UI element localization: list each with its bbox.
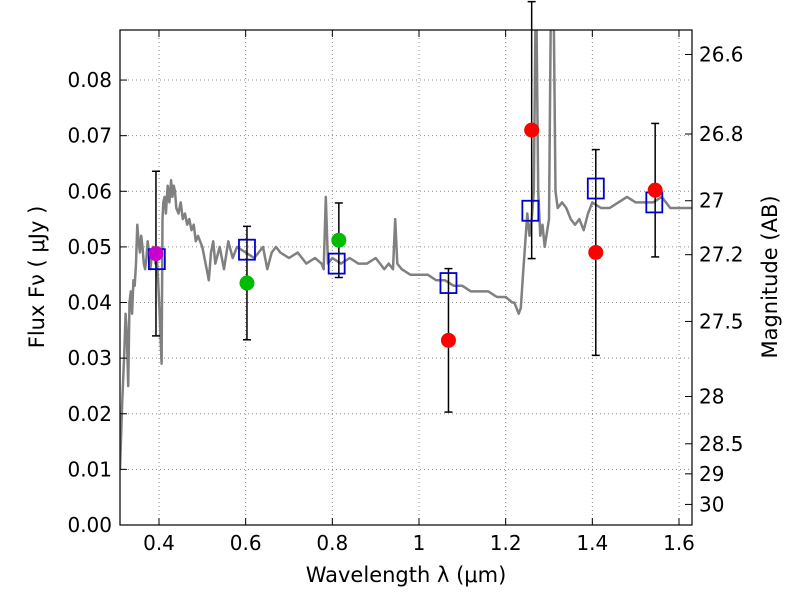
- y-tick-label: 0.06: [67, 179, 112, 203]
- y-tick-label: 0.00: [67, 513, 112, 537]
- observed-point: [524, 122, 540, 138]
- y-axis-label: Flux Fν ( μJy ): [25, 206, 49, 349]
- right-tick-label: 29: [699, 462, 724, 486]
- right-tick-label: 26.6: [699, 42, 744, 66]
- observed-point: [148, 246, 164, 262]
- x-tick-label: 1.6: [663, 531, 695, 555]
- model-point-box: [238, 238, 256, 261]
- model-point-box: [586, 177, 605, 200]
- observed-point: [588, 244, 604, 260]
- observed-point: [331, 232, 347, 248]
- observed-series: [148, 122, 663, 348]
- y-tick-labels: 0.00 0.01 0.02 0.03 0.04 0.05 0.06 0.07 0.08: [67, 68, 112, 537]
- x-tick-label: 1.4: [576, 531, 608, 555]
- model-point-box: [327, 252, 346, 275]
- x-tick-labels: 0.4 0.6 0.8 1 1.2 1.4 1.6: [143, 531, 695, 555]
- x-tick-label: 0.8: [316, 531, 348, 555]
- plot-frame: [119, 29, 693, 526]
- right-tick-labels: 26.6 26.8 27 27.2 27.5 28 28.5 29 30: [699, 42, 744, 516]
- right-tick-label: 27.2: [699, 243, 744, 267]
- observed-point: [239, 275, 255, 291]
- tick-marks: [120, 30, 692, 526]
- right-tick-label: 26.8: [699, 122, 744, 146]
- model-point-box: [521, 199, 540, 222]
- right-tick-label: 27: [699, 189, 724, 213]
- model-point-box: [439, 272, 458, 294]
- observed-point: [440, 332, 456, 348]
- x-tick-label: 1: [413, 531, 426, 555]
- y-tick-label: 0.03: [67, 346, 112, 370]
- y-tick-label: 0.02: [67, 402, 112, 426]
- x-tick-label: 0.4: [143, 531, 175, 555]
- x-tick-label: 0.6: [230, 531, 262, 555]
- y-tick-label: 0.05: [67, 235, 112, 259]
- y-tick-label: 0.08: [67, 68, 112, 92]
- y-tick-label: 0.01: [67, 457, 112, 481]
- right-axis-label: Magnitude (AB): [758, 195, 782, 358]
- right-tick-label: 28: [699, 385, 724, 409]
- x-tick-label: 1.2: [490, 531, 522, 555]
- y-tick-label: 0.07: [67, 124, 112, 148]
- right-tick-label: 27.5: [699, 309, 744, 333]
- observed-point: [647, 182, 663, 198]
- x-axis-label: Wavelength λ (μm): [306, 563, 507, 587]
- right-tick-label: 30: [699, 492, 724, 516]
- y-tick-label: 0.04: [67, 291, 112, 315]
- right-tick-label: 28.5: [699, 432, 744, 456]
